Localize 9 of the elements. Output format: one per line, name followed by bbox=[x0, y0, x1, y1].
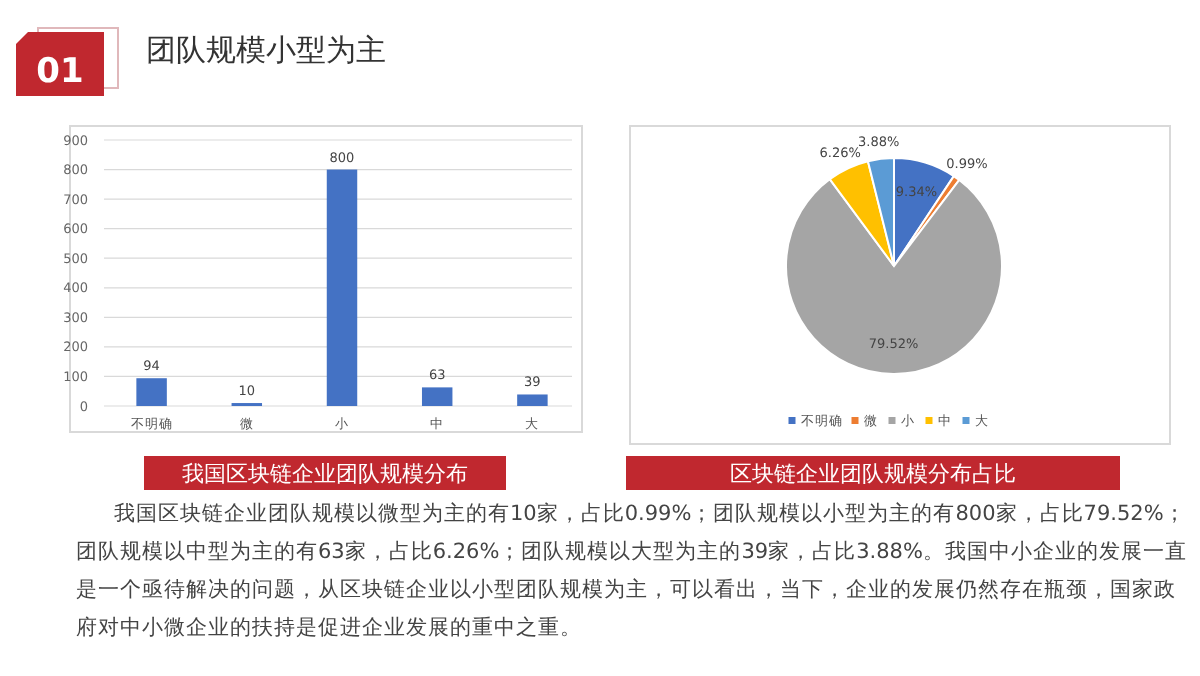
bar bbox=[517, 394, 548, 406]
bar bbox=[326, 169, 358, 406]
text: 区块链企业团队规模分布占比 bbox=[730, 461, 1016, 487]
bar bbox=[136, 378, 167, 406]
bar bbox=[421, 387, 453, 406]
text: 团队规模小型为主 bbox=[146, 32, 386, 68]
text: 01 bbox=[36, 52, 84, 92]
text: 我国区块链企业团队规模分布 bbox=[182, 461, 468, 487]
text: 我国区块链企业团队规模以微型为主的有10家，占比0.99%；团队规模以小型为主的有800家，占比79.52%；团队规模以中型为主的有63家，占比6.26%；团队规模以大型为主的39家，占比3.88%。我国中小企业的发展一直是一个亟待解决的问题，从区块链企业以小型团队规模为主，可以看出，当下，企业的发展仍然存在瓶颈，国家政府对中小微企业的扶持是促进企业发展的重中之重。 bbox=[76, 500, 1187, 640]
